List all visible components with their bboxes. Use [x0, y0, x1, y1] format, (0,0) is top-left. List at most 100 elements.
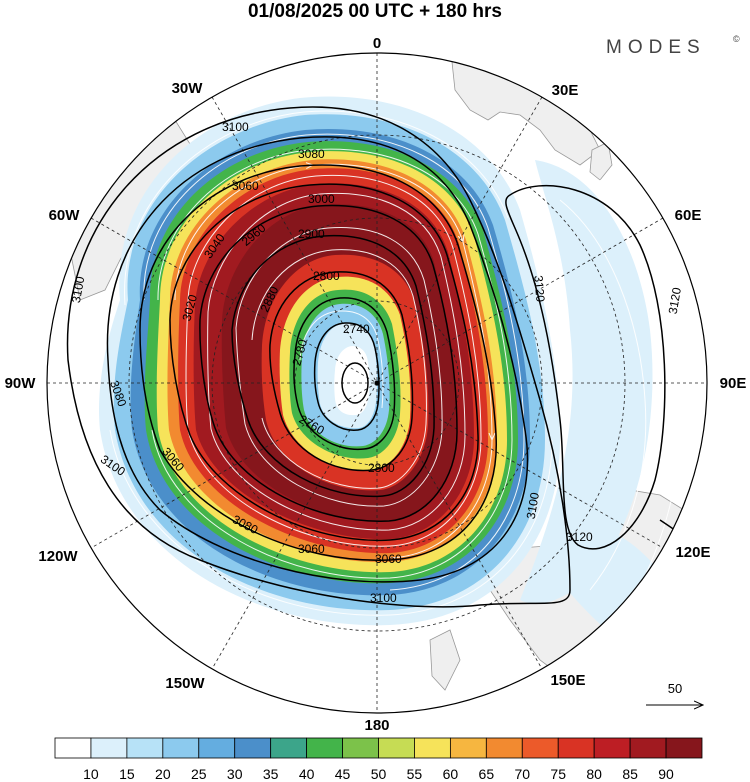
wind-reference-vector: 50: [646, 681, 703, 705]
contour-label: 2800: [368, 461, 395, 475]
lon-label-30e: 30E: [552, 82, 579, 99]
colorbar-label: 70: [514, 766, 530, 782]
streamline: [185, 174, 482, 547]
colorbar-swatch: [485, 737, 523, 759]
colorbar-label: 50: [371, 766, 387, 782]
streamline: [174, 164, 492, 559]
colorbar-swatch: [198, 737, 236, 759]
lon-label-60w: 60W: [49, 207, 81, 224]
colorbar-label: 85: [622, 766, 638, 782]
lon-label-0: 0: [373, 35, 381, 52]
streamline: [599, 179, 683, 621]
colorbar-swatch: [306, 737, 343, 759]
contour-3060: [139, 164, 497, 561]
modes-logo: MODES ©: [606, 34, 740, 58]
streamline: [235, 226, 443, 507]
colorbar-swatch: [557, 737, 595, 759]
colorbar-swatch: [270, 737, 308, 759]
colorbar-swatch: [449, 737, 487, 759]
land-new-zealand: [429, 629, 461, 691]
map-boundary: [46, 52, 708, 714]
contour-label: 3100: [222, 120, 249, 134]
contour-3020: [169, 183, 479, 542]
contour-label: 3100: [69, 275, 87, 304]
contour-2740: [313, 322, 380, 431]
contour-label: 3060: [375, 552, 402, 566]
streamline: [207, 192, 466, 531]
colorbar-label: 60: [443, 766, 459, 782]
lon-label-60e: 60E: [675, 207, 702, 224]
lon-label-150e: 150E: [550, 672, 585, 689]
colorbar-swatch: [521, 737, 559, 759]
contour-label: 2800: [313, 269, 340, 283]
low-center-dot: [374, 380, 380, 386]
colorbar-swatch: [126, 737, 164, 759]
contour-label: 3060: [232, 179, 259, 193]
colorbar-label: 90: [658, 766, 674, 782]
contour-label: 2740: [343, 322, 370, 336]
colorbar-label: 65: [479, 766, 495, 782]
lon-label-90e: 90E: [720, 375, 747, 392]
colorbar-label: 80: [586, 766, 602, 782]
colorbar-swatch: [629, 737, 667, 759]
contour-label: 3060: [298, 542, 325, 556]
map-title: 01/08/2025 00 UTC + 180 hrs: [248, 1, 502, 22]
lon-label-90w: 90W: [5, 375, 37, 392]
brand-copyright-mark: ©: [733, 34, 740, 44]
contour-3120-east: [505, 184, 666, 550]
colorbar-swatch: [90, 737, 128, 759]
colorbar-swatch: [414, 737, 451, 759]
colorbar-label: 30: [227, 766, 243, 782]
colorbar-swatch: [665, 737, 703, 759]
colorbar-label: 75: [550, 766, 566, 782]
streamline: [109, 429, 553, 616]
wind-reference-label: 50: [668, 681, 682, 696]
contour-2880: [231, 234, 435, 498]
contour-3100: [66, 106, 571, 608]
contour-label: 3100: [370, 591, 397, 605]
contour-label: 3120: [666, 286, 684, 315]
colorbar-label: 45: [335, 766, 351, 782]
colorbar-label: 25: [191, 766, 207, 782]
lon-label-180: 180: [364, 717, 389, 734]
contour-label: 2900: [298, 227, 325, 241]
longitude-labels: 0 30E 60E 90E 120E 150E 180 150W 120W 90…: [5, 35, 747, 734]
contour-label: 3000: [308, 192, 335, 206]
colorbar-label: 35: [263, 766, 279, 782]
contour-2760: [293, 297, 396, 451]
wind-band-15-east: [520, 160, 653, 604]
contour-label: 3020: [180, 293, 201, 323]
streamline: [124, 110, 509, 306]
streamline: [143, 133, 525, 591]
colorbar-swatch: [593, 737, 631, 759]
lon-label-30w: 30W: [172, 80, 204, 97]
contour-low-center: [341, 362, 369, 404]
colorbar-swatch: [54, 737, 92, 759]
colorbar-swatch: [234, 737, 272, 759]
colorbar-label: 40: [299, 766, 315, 782]
colorbar-label: 55: [407, 766, 423, 782]
contour-label: 3100: [524, 491, 542, 520]
contour-label: 2780: [290, 338, 311, 368]
lon-label-120e: 120E: [675, 544, 710, 561]
colorbar-label: 15: [119, 766, 135, 782]
contour-3080: [106, 136, 529, 583]
lon-label-120w: 120W: [38, 548, 78, 565]
streamlines: [109, 110, 683, 621]
contour-2960: [199, 204, 458, 522]
contour-2800: [269, 271, 414, 472]
colorbar-swatch: [342, 737, 379, 759]
brand-text: MODES: [606, 37, 706, 58]
colorbar: 10 15 20 25 30 35 40 45 50 55 60 65 70 75 80 85 90: [54, 737, 703, 782]
streamline: [151, 148, 513, 579]
colorbar-label: 20: [155, 766, 171, 782]
map-disk: 3100 3080 3060 3000 3040 2960 2900 2880 …: [47, 53, 707, 713]
streamline: [299, 310, 384, 409]
height-contours: [66, 106, 707, 608]
colorbar-swatch: [162, 737, 200, 759]
contour-label: 3120: [566, 530, 593, 544]
colorbar-label: 10: [83, 766, 99, 782]
streamline: [251, 249, 427, 489]
colorbar-swatch: [378, 737, 415, 759]
